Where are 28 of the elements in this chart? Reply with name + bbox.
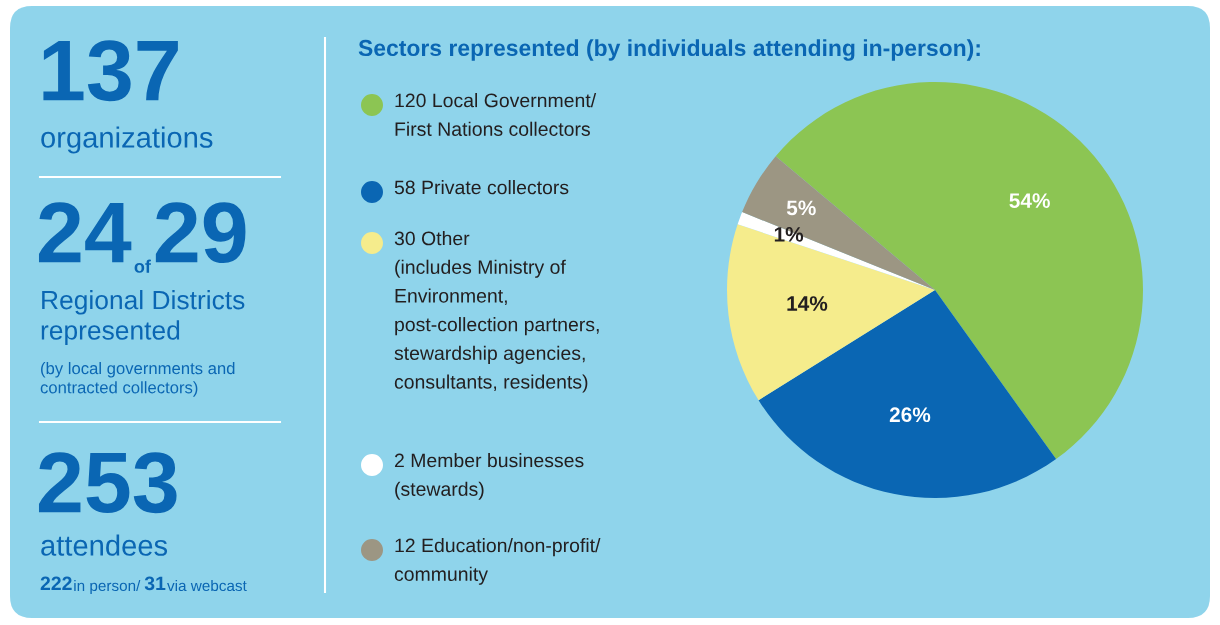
text: 137: [43, 40, 178, 102]
data-label: 54%: [1009, 193, 1050, 208]
text: Regional Districts represented: [41, 290, 245, 345]
pie-slice: [727, 224, 935, 401]
text: 222: [40, 576, 72, 591]
data-label: 1%: [774, 227, 804, 242]
legend-label: 2 Member businesses (stewards): [394, 453, 584, 500]
text: 253: [38, 452, 177, 514]
legend-label: 30 Other (includes Ministry of Environment, post-collection partners, stewardship agencies, consultants, residents): [394, 231, 599, 393]
chart-title: Sectors represented (by individuals attending in-person):: [358, 39, 980, 61]
text: 29: [155, 202, 246, 264]
text: (by local governments and contracted collectors): [40, 362, 235, 397]
data-label: 5%: [786, 200, 816, 216]
data-label: 14%: [787, 296, 828, 311]
text: organizations: [41, 126, 213, 154]
text: 24: [38, 202, 132, 263]
legend-label: 58 Private collectors: [394, 180, 569, 195]
legend-label: 120 Local Government/ First Nations collectors: [395, 93, 597, 136]
data-label: 26%: [889, 407, 931, 423]
pie-slice: [775, 82, 1143, 460]
text: via webcast: [167, 579, 247, 592]
text: in person/: [74, 579, 141, 595]
pie-slice: [742, 156, 935, 290]
text: 31: [144, 576, 166, 591]
text: attendees: [41, 534, 168, 556]
legend-label: 12 Education/non-profit/ community: [394, 538, 601, 585]
text: of: [134, 259, 151, 273]
pie-slice: [758, 290, 1057, 498]
